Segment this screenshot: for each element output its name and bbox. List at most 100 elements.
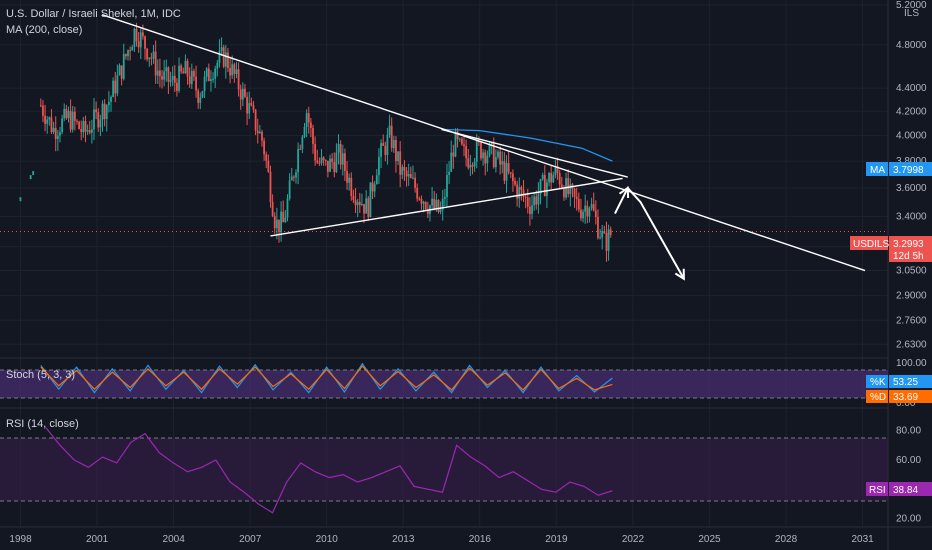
trendline-lower[interactable] — [270, 177, 623, 237]
trendlines[interactable] — [101, 14, 866, 272]
rsi-tag-label-bg — [866, 482, 888, 496]
stoch-d-value: 33.69 — [893, 392, 918, 403]
candle-body — [473, 161, 476, 167]
candle-body — [197, 90, 200, 103]
candle-body — [67, 110, 70, 119]
candle-body — [603, 231, 606, 234]
stoch-d-value-bg — [889, 390, 932, 403]
currency-label: ILS — [904, 8, 919, 19]
candle-body — [601, 231, 604, 238]
candle-body — [548, 173, 550, 183]
projection-arrow-path[interactable] — [614, 186, 685, 280]
candle-body — [354, 200, 357, 206]
candle-body — [154, 51, 157, 76]
candle-body — [609, 229, 612, 236]
candle-body — [301, 136, 304, 150]
candle-body — [312, 127, 314, 144]
candle-body — [78, 121, 81, 130]
candle-body — [42, 105, 44, 116]
candle-body — [361, 204, 363, 206]
candle-body — [531, 205, 533, 215]
candle-body — [193, 70, 195, 77]
candle-body — [580, 209, 582, 219]
candle-body — [518, 187, 521, 199]
candle-body — [446, 174, 448, 198]
ma-legend: MA (200, close) — [6, 24, 82, 36]
price-axis-label: 5.2000 — [896, 0, 927, 11]
stoch-k-tag-bg — [866, 375, 888, 388]
time-axis[interactable]: 1998 2001 2004 2007 2010 2013 2016 2019 2022 2025… — [9, 534, 874, 545]
time-axis-label: 2013 — [392, 534, 415, 545]
candle-body — [118, 65, 121, 76]
candle-body — [507, 162, 510, 173]
candle-body — [95, 109, 98, 113]
candle-body — [443, 197, 446, 199]
candle-body — [586, 205, 589, 217]
trendline-inner[interactable] — [441, 128, 628, 178]
candle-body — [280, 211, 283, 233]
candle-body — [176, 82, 178, 91]
stoch-k-label: %K — [870, 377, 886, 388]
candle-body — [584, 205, 587, 212]
candle-body — [263, 140, 266, 155]
candle-body — [441, 198, 444, 210]
candle-body — [207, 68, 210, 81]
candle-body — [492, 142, 495, 168]
time-axis-label: 2016 — [469, 534, 492, 545]
time-axis-label: 1998 — [9, 534, 32, 545]
candle-body — [371, 182, 374, 192]
candle-body — [86, 130, 89, 132]
candle-body — [63, 109, 66, 119]
stoch-axis-label: 100.00 — [896, 358, 927, 369]
candle-body — [480, 142, 482, 159]
ma-tag-value-bg — [889, 162, 932, 176]
stoch-d-line — [40, 365, 613, 391]
candle-body — [246, 96, 248, 114]
candle-body — [214, 68, 217, 79]
candle-body — [367, 198, 370, 218]
candle-body — [326, 160, 329, 172]
candle-body — [284, 217, 287, 223]
stoch-d-tag-bg — [866, 390, 888, 403]
candle-body — [537, 193, 540, 205]
rsi-line — [45, 427, 613, 514]
candle-body — [101, 103, 104, 120]
candle-body — [173, 75, 176, 83]
price-axis-label: 4.8000 — [896, 40, 927, 51]
candle-body — [127, 50, 129, 57]
candle-body — [414, 177, 416, 188]
candle-body — [288, 180, 291, 199]
symbol-title: U.S. Dollar / Israeli Shekel, 1M, IDC — [6, 8, 181, 20]
candle-body — [494, 157, 497, 168]
candle-body — [458, 138, 461, 140]
candle-body — [148, 57, 151, 60]
stoch-axis-label: 0.00 — [896, 398, 916, 409]
candle-body — [120, 65, 123, 79]
stoch-k-value-bg — [889, 375, 932, 388]
candle-body — [167, 67, 170, 82]
candle-body — [129, 50, 132, 52]
candle-body — [588, 208, 591, 217]
stoch-d-label: %D — [870, 392, 886, 403]
candle-body — [224, 52, 227, 67]
candle-body — [182, 71, 185, 74]
candle-body — [71, 111, 74, 130]
stoch-title: Stoch (5, 3, 3) — [6, 369, 75, 381]
candle-body — [48, 117, 51, 120]
candle-body — [431, 198, 433, 206]
candle-body — [88, 130, 91, 133]
candle-body — [599, 237, 601, 239]
candle-body — [607, 229, 610, 251]
candle-body — [56, 135, 59, 140]
candle-body — [556, 166, 559, 173]
price-axis-label: 4.2000 — [896, 106, 927, 117]
candle-body — [424, 202, 427, 210]
candle-body — [386, 135, 389, 155]
last-price-tag: USDILS 3.2993 12d 5h — [850, 236, 932, 262]
trendline-upper[interactable] — [101, 14, 866, 272]
price-axis-label: 3.8000 — [896, 156, 927, 167]
candle-body — [390, 125, 393, 149]
candle-body — [426, 209, 429, 214]
candle-body — [114, 80, 117, 94]
